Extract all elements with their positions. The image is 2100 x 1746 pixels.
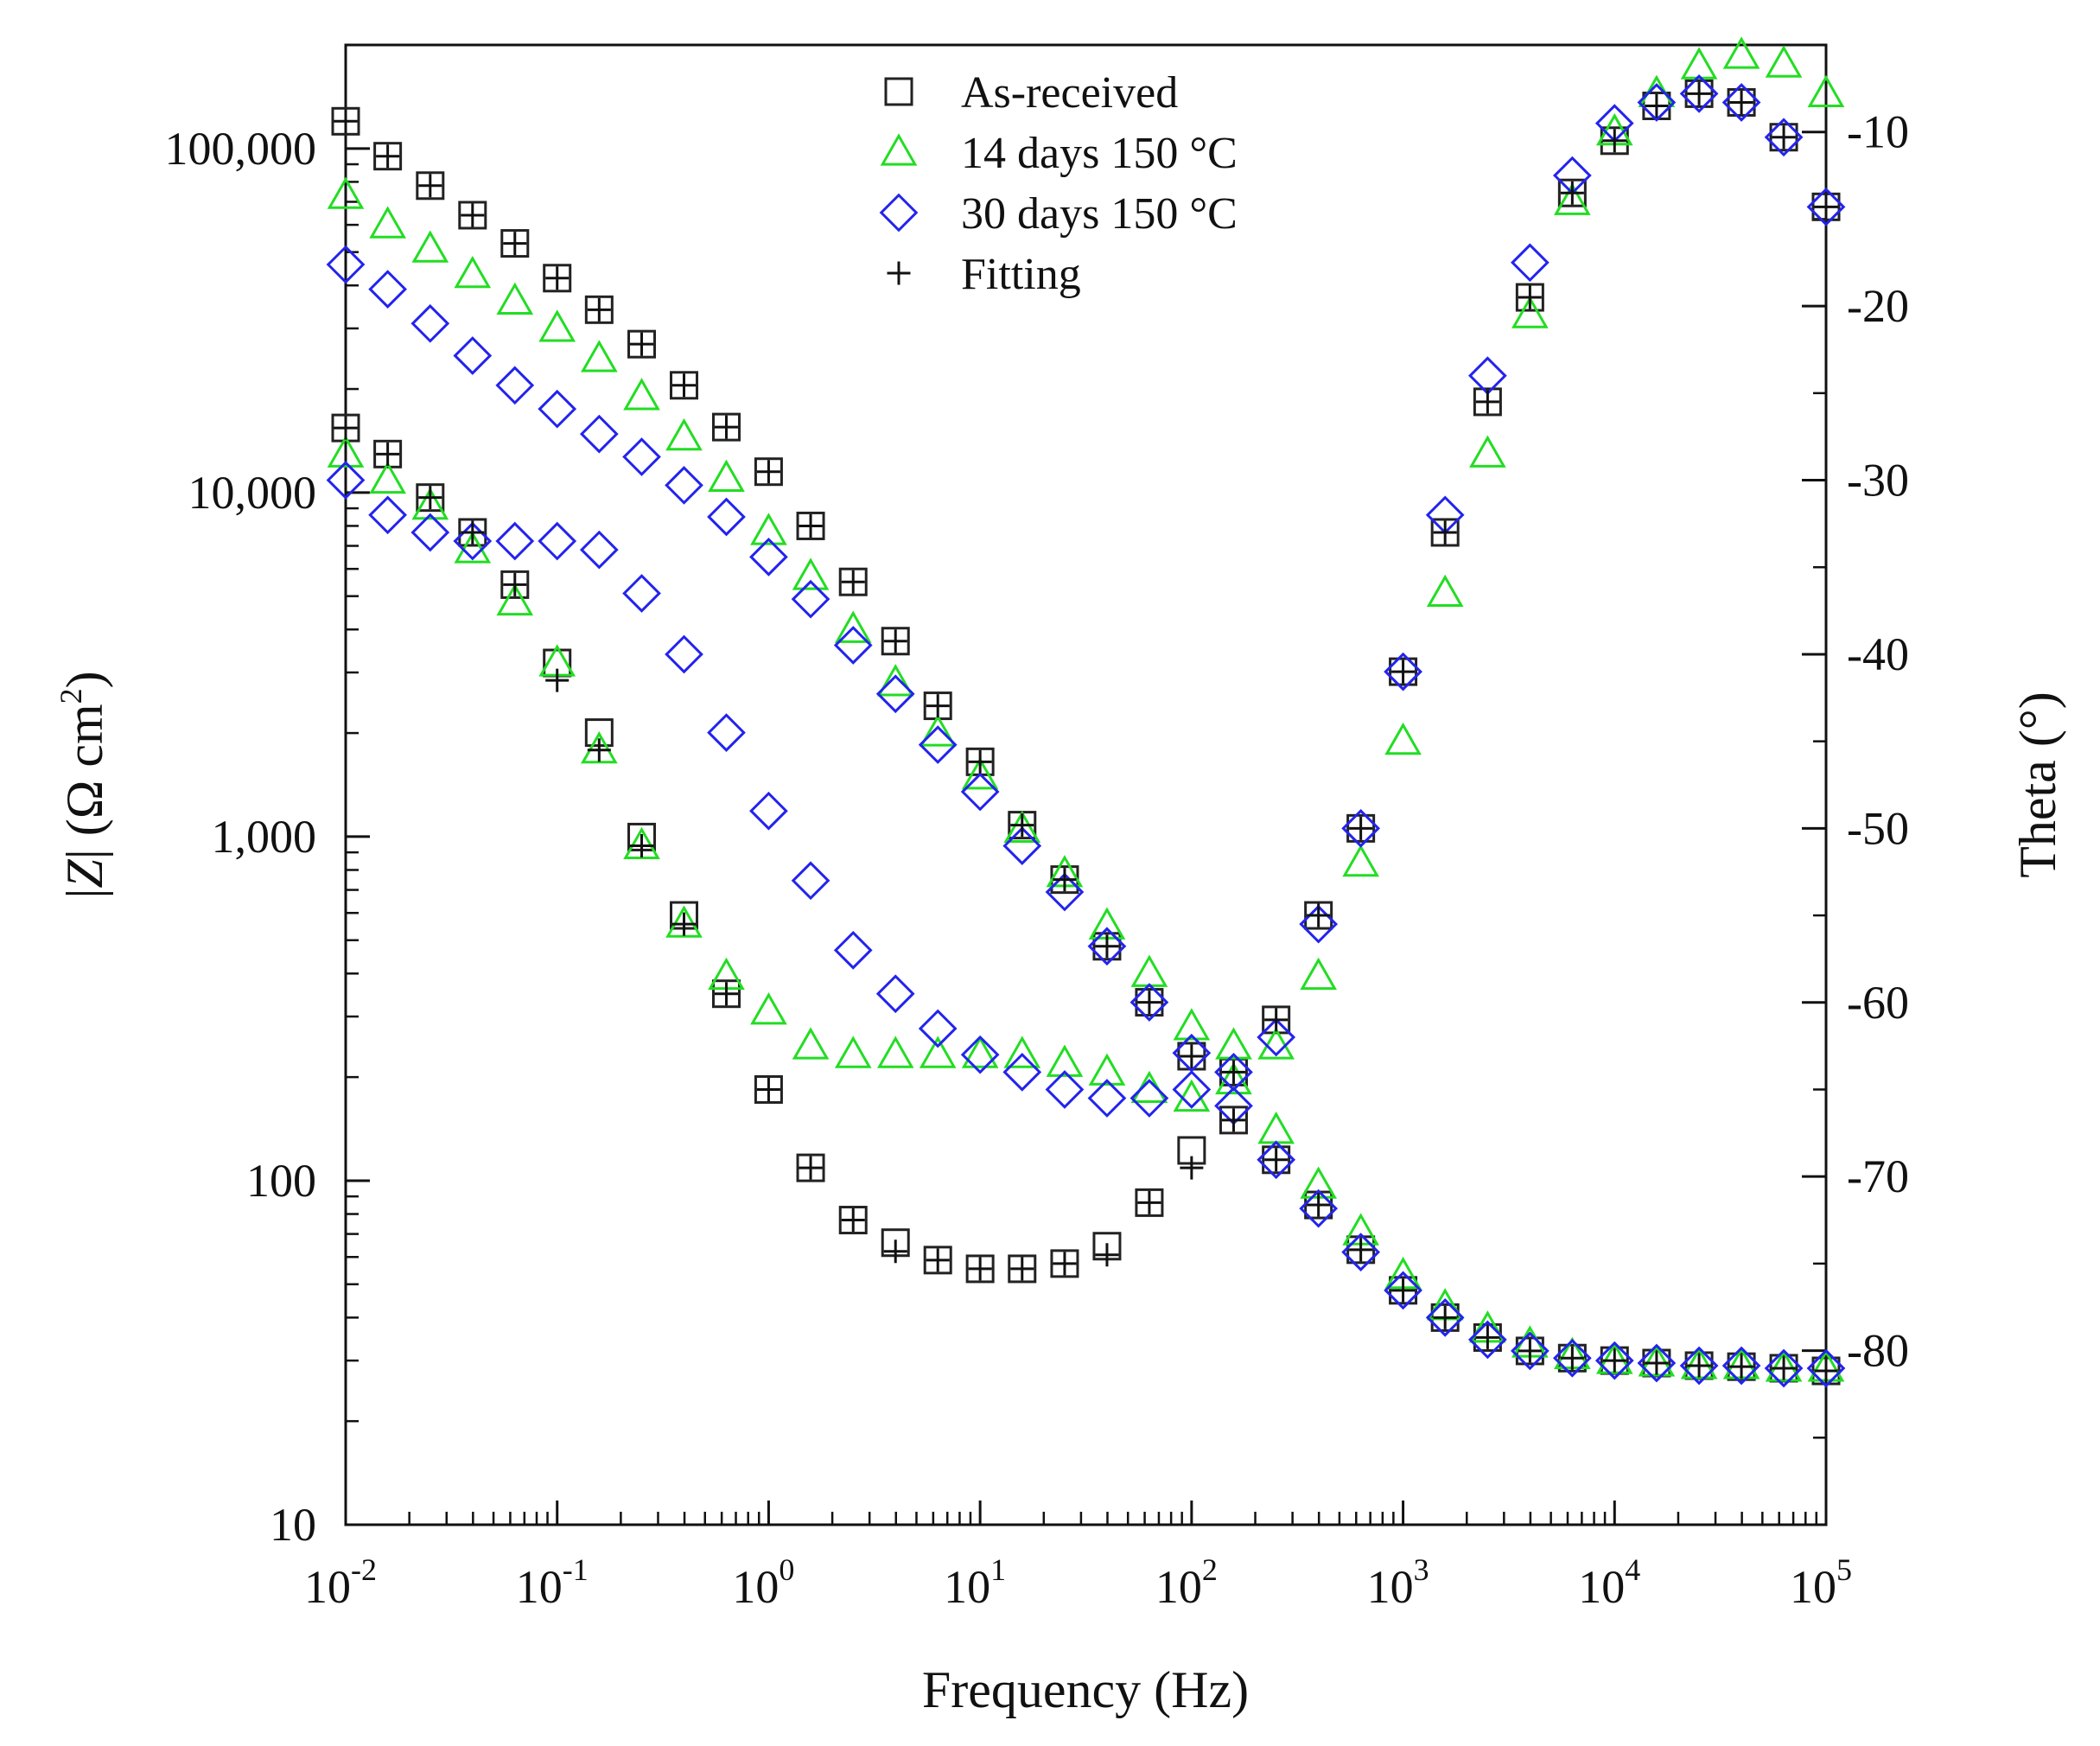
- y-left-tick-label: 100: [246, 1155, 316, 1207]
- x-tick-label-exponent: 3: [1414, 1552, 1429, 1587]
- x-tick-label-exponent: -2: [351, 1552, 377, 1587]
- y-left-title-part-4: 2: [54, 688, 88, 704]
- x-tick-label: 103: [1367, 1552, 1429, 1613]
- y-left-title-part-2: Z: [56, 859, 113, 889]
- x-tick-label-base: 10: [944, 1561, 990, 1613]
- x-tick-label-base: 10: [1367, 1561, 1414, 1613]
- y-left-axis-title: |Z| (Ω cm2): [54, 671, 113, 898]
- legend-label-fitting: Fitting: [961, 250, 1081, 299]
- y-right-tick-label: -60: [1847, 977, 1909, 1029]
- x-tick-label: 102: [1155, 1552, 1218, 1613]
- x-tick-label-exponent: 0: [779, 1552, 794, 1587]
- y-right-tick-label: -40: [1847, 628, 1909, 680]
- y-left-title-part-5: ): [56, 671, 113, 688]
- x-tick-label-base: 10: [732, 1561, 779, 1613]
- legend-label-14-days: 14 days 150 °C: [961, 129, 1238, 178]
- eis-chart: 10-2 10-1 100 101 102 103 104 105 10 100 1,000 10,0…: [0, 0, 2100, 1746]
- plot-frame: [346, 45, 1826, 1525]
- y-right-tick-label: -20: [1847, 280, 1909, 332]
- x-tick-label: 100: [732, 1552, 794, 1613]
- legend-label-30-days: 30 days 150 °C: [961, 189, 1238, 239]
- x-tick-label-base: 10: [1155, 1561, 1202, 1613]
- y-left-title-part-1: |: [56, 889, 113, 899]
- y-right-tick-label: -80: [1847, 1325, 1909, 1377]
- y-left-tick-label: 100,000: [165, 123, 317, 175]
- y-right-tick-label: -30: [1847, 455, 1909, 507]
- x-tick-label-exponent: 1: [990, 1552, 1006, 1587]
- x-tick-label: 104: [1578, 1552, 1640, 1613]
- x-tick-label-exponent: -1: [563, 1552, 589, 1587]
- x-tick-label: 105: [1790, 1552, 1852, 1613]
- x-tick-label: 10-2: [304, 1552, 377, 1613]
- x-tick-label: 101: [944, 1552, 1006, 1613]
- x-tick-label-base: 10: [516, 1561, 563, 1613]
- x-tick-label-exponent: 2: [1202, 1552, 1218, 1587]
- y-right-tick-label: -70: [1847, 1150, 1909, 1202]
- x-tick-label-exponent: 4: [1625, 1552, 1640, 1587]
- y-left-tick-label: 10: [270, 1499, 316, 1551]
- y-right-axis-title: Theta (°): [2009, 691, 2066, 878]
- x-tick-label: 10-1: [516, 1552, 589, 1613]
- x-tick-label-base: 10: [1578, 1561, 1625, 1613]
- x-tick-label-base: 10: [304, 1561, 351, 1613]
- y-right-tick-label: -10: [1847, 106, 1909, 158]
- legend-label-as-received: As-received: [961, 68, 1178, 118]
- x-tick-label-exponent: 5: [1836, 1552, 1852, 1587]
- y-left-title-part-3: | (Ω cm: [56, 704, 113, 859]
- y-right-tick-label: -50: [1847, 802, 1909, 854]
- x-axis-title: Frequency (Hz): [922, 1661, 1249, 1718]
- y-left-tick-label: 1,000: [212, 811, 317, 863]
- chart-svg: 10-2 10-1 100 101 102 103 104 105101001,00010,0…: [0, 0, 2100, 1746]
- y-left-tick-label: 10,000: [188, 467, 317, 519]
- x-tick-label-base: 10: [1790, 1561, 1836, 1613]
